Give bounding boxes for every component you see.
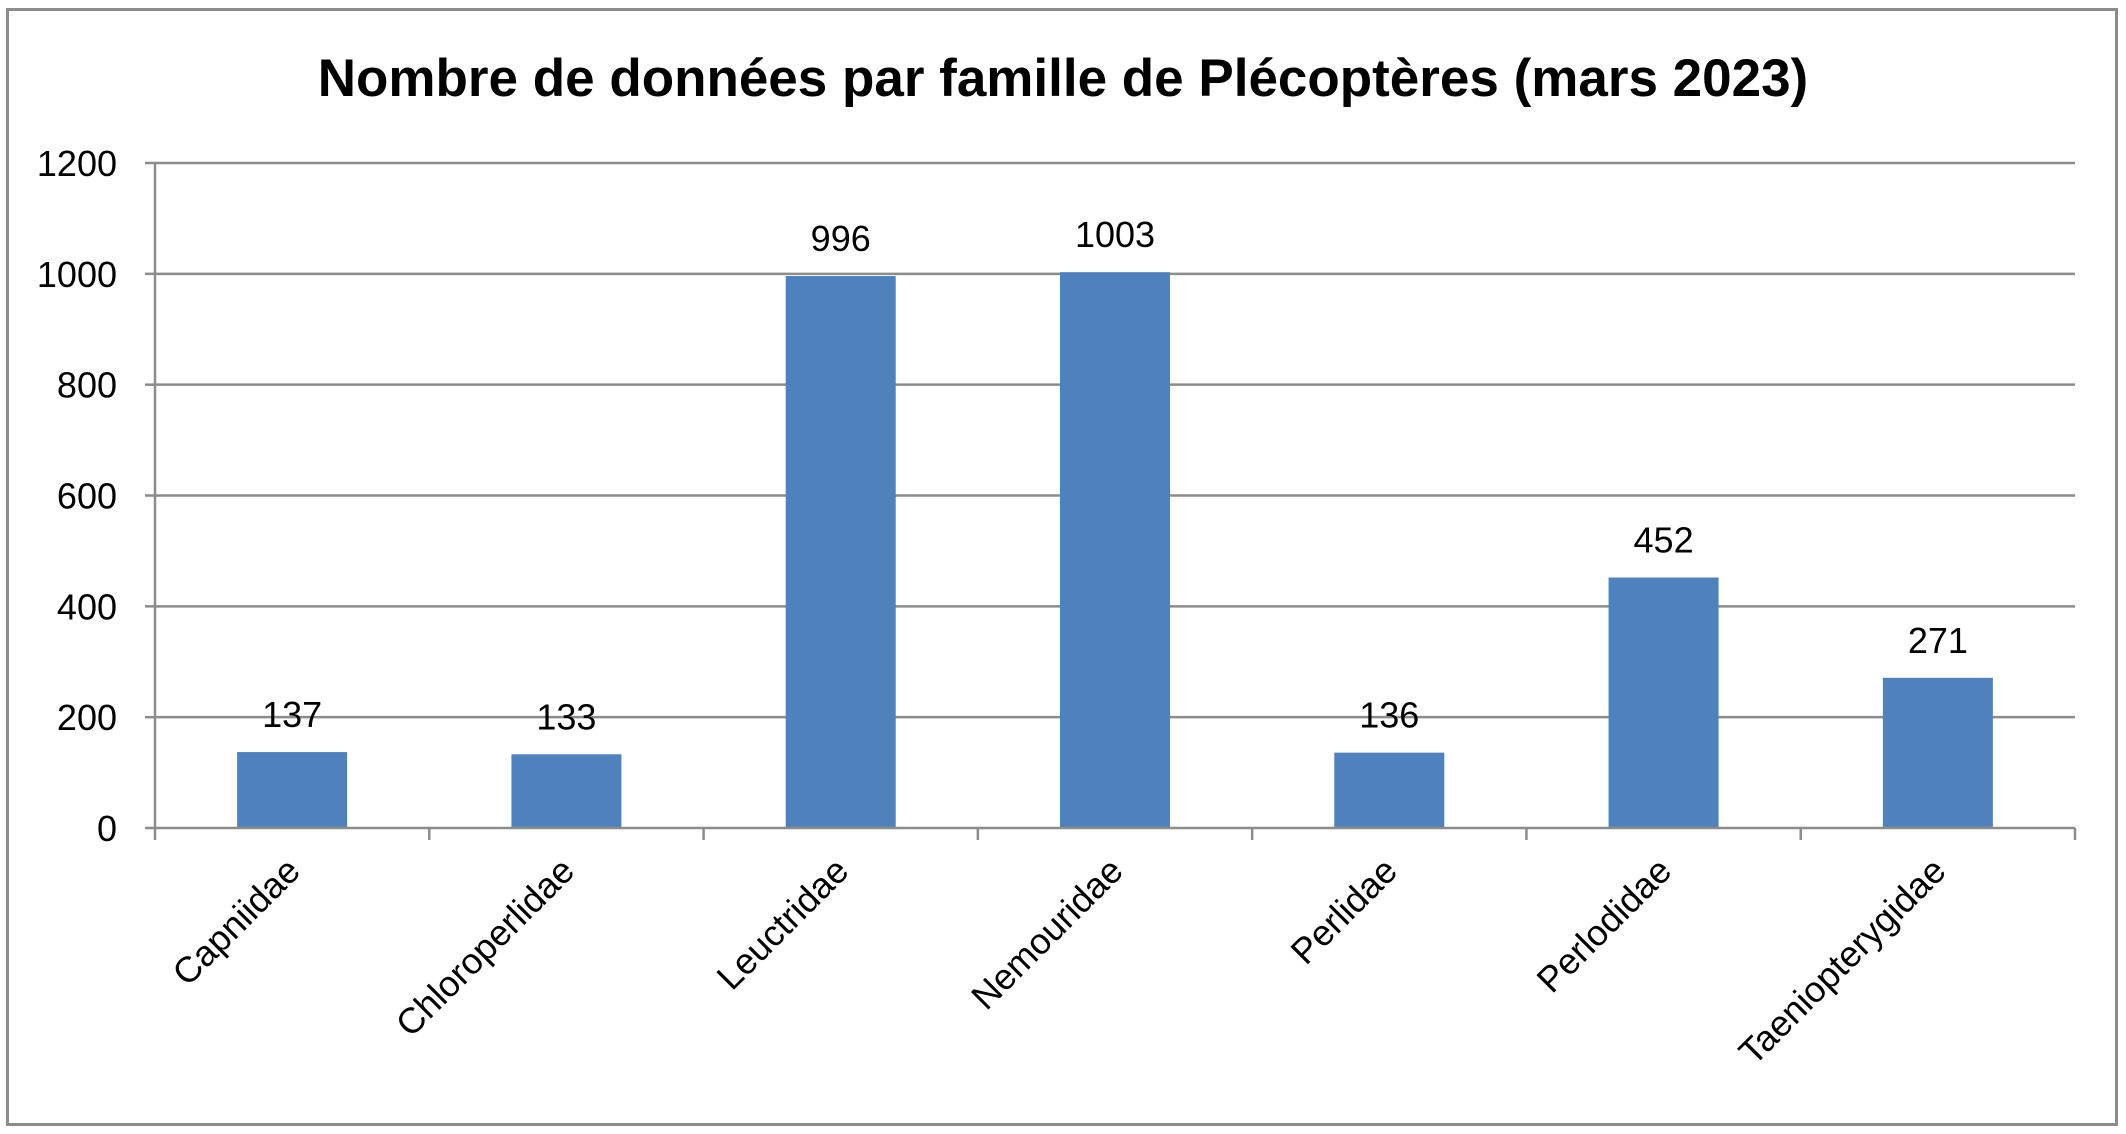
y-tick-label: 800 (57, 365, 117, 406)
bar-taeniopterygidae (1882, 677, 1993, 828)
x-tick-label: Taeniopterygidae (1731, 850, 1954, 1073)
bar-leuctridae (785, 276, 896, 828)
axes (145, 161, 2077, 840)
data-label: 136 (1359, 695, 1419, 736)
y-tick-label: 0 (97, 808, 117, 849)
data-label: 137 (262, 694, 322, 735)
data-label: 271 (1908, 620, 1968, 661)
data-label: 452 (1634, 520, 1694, 561)
x-tick-label: Chloroperlidae (388, 850, 583, 1045)
bars (237, 272, 1993, 828)
bar-perlidae (1334, 752, 1445, 828)
bar-perlodidae (1608, 577, 1719, 828)
x-tick-label: Perlodidae (1529, 850, 1680, 1001)
y-tick-label: 600 (57, 476, 117, 517)
x-tick-label: Perlidae (1283, 850, 1405, 972)
y-tick-label: 1200 (37, 143, 117, 184)
bar-capniidae (237, 752, 348, 828)
bar-nemouridae (1060, 272, 1170, 828)
y-tick-label: 1000 (37, 254, 117, 295)
x-tick-label: Capniidae (164, 850, 308, 994)
bar-chloroperlidae (511, 754, 622, 828)
data-label: 133 (536, 696, 596, 737)
x-tick-label: Leuctridae (708, 850, 856, 998)
data-label: 1003 (1075, 214, 1155, 255)
chart-title: Nombre de données par famille de Plécopt… (317, 49, 1809, 108)
data-label: 996 (811, 218, 871, 259)
y-tick-label: 200 (57, 697, 117, 738)
y-tick-label: 400 (57, 586, 117, 627)
x-tick-label: Nemouridae (963, 850, 1131, 1018)
